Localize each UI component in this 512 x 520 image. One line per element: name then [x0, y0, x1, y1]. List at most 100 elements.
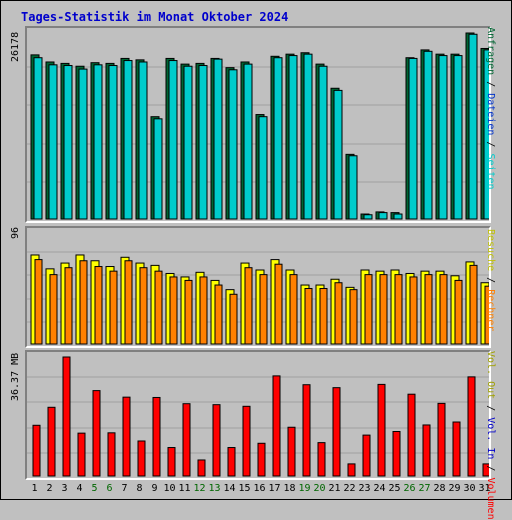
- day-axis: 1 2 3 4 5 6 7 8 9 10 11 12 13 14 15 16 17 18 19 20 21 22 23 24 2…: [25, 483, 491, 497]
- day-label-6: 6: [106, 483, 113, 494]
- day-label-17: 17: [268, 483, 281, 494]
- dateien-bar-day-3: [63, 65, 73, 220]
- dateien-bar-day-30: [468, 33, 478, 220]
- rechner-bar-day-15: [244, 267, 253, 345]
- legend-rechner: Rechner: [485, 289, 496, 332]
- rechner-bar-day-31: [484, 285, 489, 345]
- dateien-bar-day-26: [408, 57, 418, 220]
- day-label-29: 29: [448, 483, 461, 494]
- dateien-bar-day-22: [348, 155, 358, 220]
- dateien-bar-day-23: [363, 214, 373, 220]
- volume-chart: [27, 356, 489, 477]
- rechner-bar-day-2: [49, 274, 58, 345]
- volumen-bar-day-31: [482, 463, 489, 477]
- volumen-bar-day-25: [392, 431, 401, 477]
- dateien-bar-day-1: [33, 57, 43, 220]
- rechner-bar-day-10: [169, 276, 178, 345]
- volumen-bar-day-15: [242, 405, 251, 477]
- day-label-22: 22: [343, 483, 356, 494]
- rechner-bar-day-17: [274, 263, 283, 345]
- day-label-20: 20: [313, 483, 326, 494]
- dateien-bar-day-10: [168, 60, 178, 220]
- dateien-bar-day-25: [393, 213, 403, 220]
- volumen-bar-day-12: [197, 459, 206, 477]
- rechner-bar-day-9: [154, 270, 163, 345]
- legend-sep-5: /: [485, 459, 496, 478]
- dateien-bar-day-11: [183, 65, 193, 220]
- rechner-bar-day-18: [289, 274, 298, 345]
- day-label-10: 10: [163, 483, 176, 494]
- day-label-16: 16: [253, 483, 266, 494]
- day-label-23: 23: [358, 483, 371, 494]
- mid-legend: Besuche / Rechner: [485, 229, 496, 331]
- bot-y-max-label: 36.37 MB: [10, 352, 21, 401]
- dateien-bar-day-17: [273, 57, 283, 220]
- volumen-bar-day-20: [317, 442, 326, 477]
- day-label-3: 3: [61, 483, 68, 494]
- dateien-bar-day-9: [153, 118, 163, 220]
- dateien-bar-day-14: [228, 69, 238, 220]
- day-label-9: 9: [151, 483, 158, 494]
- day-label-28: 28: [433, 483, 446, 494]
- dateien-bar-day-5: [93, 64, 103, 220]
- rechner-bar-day-7: [124, 260, 133, 345]
- dateien-bar-day-15: [243, 63, 253, 220]
- legend-sep-3: /: [485, 271, 496, 290]
- dateien-bar-day-16: [258, 116, 268, 220]
- volumen-bar-day-14: [227, 447, 236, 477]
- volumen-bar-day-13: [212, 404, 221, 477]
- day-label-14: 14: [223, 483, 236, 494]
- legend-seiten: Seiten: [485, 153, 496, 190]
- volumen-bar-day-23: [362, 434, 371, 477]
- dateien-bar-day-19: [303, 53, 313, 220]
- rechner-bar-day-8: [139, 267, 148, 345]
- volumen-bar-day-29: [452, 421, 461, 477]
- rechner-bar-day-23: [364, 274, 373, 345]
- day-label-27: 27: [418, 483, 431, 494]
- rechner-bar-day-16: [259, 274, 268, 345]
- volumen-bar-day-3: [62, 356, 71, 477]
- rechner-bar-day-21: [334, 282, 343, 345]
- requests-chart-panel: [25, 26, 491, 223]
- rechner-bar-day-1: [34, 259, 43, 345]
- rechner-bar-day-20: [319, 288, 328, 345]
- requests-chart: [27, 32, 489, 220]
- volumen-bar-day-19: [302, 384, 311, 477]
- volumen-bar-day-7: [122, 396, 131, 477]
- volumen-bar-day-4: [77, 432, 86, 477]
- dateien-bar-day-28: [438, 55, 448, 220]
- volumen-bar-day-24: [377, 383, 386, 477]
- dateien-bar-day-31: [483, 49, 489, 220]
- visits-chart-panel: [25, 226, 491, 348]
- volumen-bar-day-9: [152, 396, 161, 477]
- volumen-bar-day-8: [137, 440, 146, 477]
- day-label-21: 21: [328, 483, 341, 494]
- day-label-2: 2: [46, 483, 53, 494]
- day-label-25: 25: [388, 483, 401, 494]
- day-label-26: 26: [403, 483, 416, 494]
- legend-vol-in: Vol. In: [485, 417, 496, 460]
- day-label-18: 18: [283, 483, 296, 494]
- day-label-1: 1: [31, 483, 38, 494]
- top-y-max-label: 26178: [10, 31, 21, 62]
- legend-dateien: Dateien: [485, 93, 496, 136]
- volume-chart-panel: [25, 350, 491, 480]
- day-label-13: 13: [208, 483, 221, 494]
- dateien-bar-day-24: [378, 212, 388, 220]
- legend-sep-1: /: [485, 75, 496, 94]
- day-label-24: 24: [373, 483, 386, 494]
- volumen-bar-day-16: [257, 442, 266, 477]
- dateien-bar-day-18: [288, 55, 298, 220]
- rechner-bar-day-27: [424, 274, 433, 345]
- dateien-bar-day-2: [48, 64, 58, 220]
- day-label-5: 5: [91, 483, 98, 494]
- dateien-bar-day-20: [318, 65, 328, 220]
- volumen-bar-day-28: [437, 402, 446, 477]
- dateien-bar-day-13: [213, 58, 223, 220]
- visits-chart: [27, 251, 489, 345]
- volumen-bar-day-22: [347, 463, 356, 477]
- dateien-bar-day-4: [78, 68, 88, 220]
- volumen-bar-day-18: [287, 426, 296, 477]
- dateien-bar-day-29: [453, 55, 463, 220]
- day-label-12: 12: [193, 483, 206, 494]
